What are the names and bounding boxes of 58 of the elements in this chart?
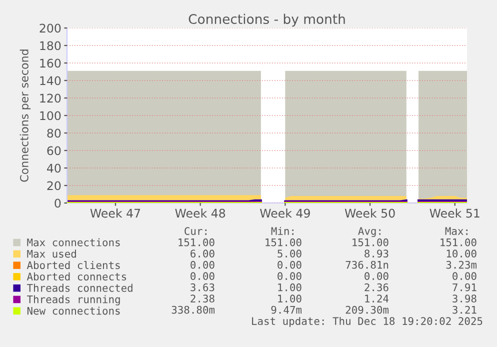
text: 736.81n [346,260,388,269]
legend-label: New connections [27,306,120,315]
y-tick-label: 20 [47,181,61,190]
text: 3.23m [446,260,477,269]
y-tick-label: 100 [40,111,61,120]
text: 2.38 [190,294,214,303]
y-tick-label: 80 [47,128,61,138]
y-tick-label: 60 [47,146,61,156]
text: Max: [445,227,468,236]
y-tick-label: 40 [47,164,61,173]
x-tick-label: Week 47 [90,208,140,218]
legend-label: Threads connected [26,284,132,292]
legend-label: Aborted clients [26,260,120,270]
chart-title: Connections - by month [188,14,345,27]
y-tick-label: 140 [40,76,61,86]
text: 151.00 [178,238,214,246]
text: Cur: [184,227,206,236]
text: 3.98 [452,294,476,303]
text: 0.00 [364,272,388,280]
text: 10.00 [446,250,476,258]
text: 2.36 [364,283,388,292]
legend-label: Max connections [27,238,120,246]
text: 9.47m [271,306,302,314]
text: 1.00 [278,294,302,303]
text: 3.21 [452,306,476,314]
text: 151.00 [440,238,476,246]
y-tick-label: 200 [40,24,61,33]
legend-label: Max used [27,250,76,258]
text: 1.00 [278,283,302,292]
text: 0.00 [278,272,302,280]
text: Last update: Thu Dec 18 19:20:02 2025 [252,316,482,328]
text: 8.93 [364,250,388,258]
text: 5.00 [278,250,302,258]
text: 338.80m [172,306,215,314]
x-tick-label: Week 50 [344,208,395,218]
text: Avg: [358,227,380,238]
x-tick-label: Week 49 [260,208,310,218]
text: 0.00 [278,260,302,269]
text: 3.63 [190,283,214,292]
y-tick-label: 0 [54,198,61,208]
y-axis-title: Connections per second [20,50,31,182]
text: 0.00 [190,272,214,280]
text: 0.00 [190,260,214,269]
x-tick-label: Week 51 [430,208,480,218]
text: Min: [271,226,294,235]
y-tick-label: 120 [40,94,61,103]
text: 209.30m [346,306,389,314]
text: 6.00 [190,250,214,258]
x-tick-label: Week 48 [175,208,226,218]
text: 7.91 [452,283,476,292]
text: 1.24 [365,294,389,302]
text: 151.00 [266,238,302,246]
y-tick-label: 180 [40,41,61,50]
legend-label: Aborted connects [26,272,126,280]
text: 0.00 [452,272,476,280]
text: 151.00 [352,238,388,246]
legend-label: Threads running [26,295,120,306]
y-tick-label: 160 [40,58,61,68]
